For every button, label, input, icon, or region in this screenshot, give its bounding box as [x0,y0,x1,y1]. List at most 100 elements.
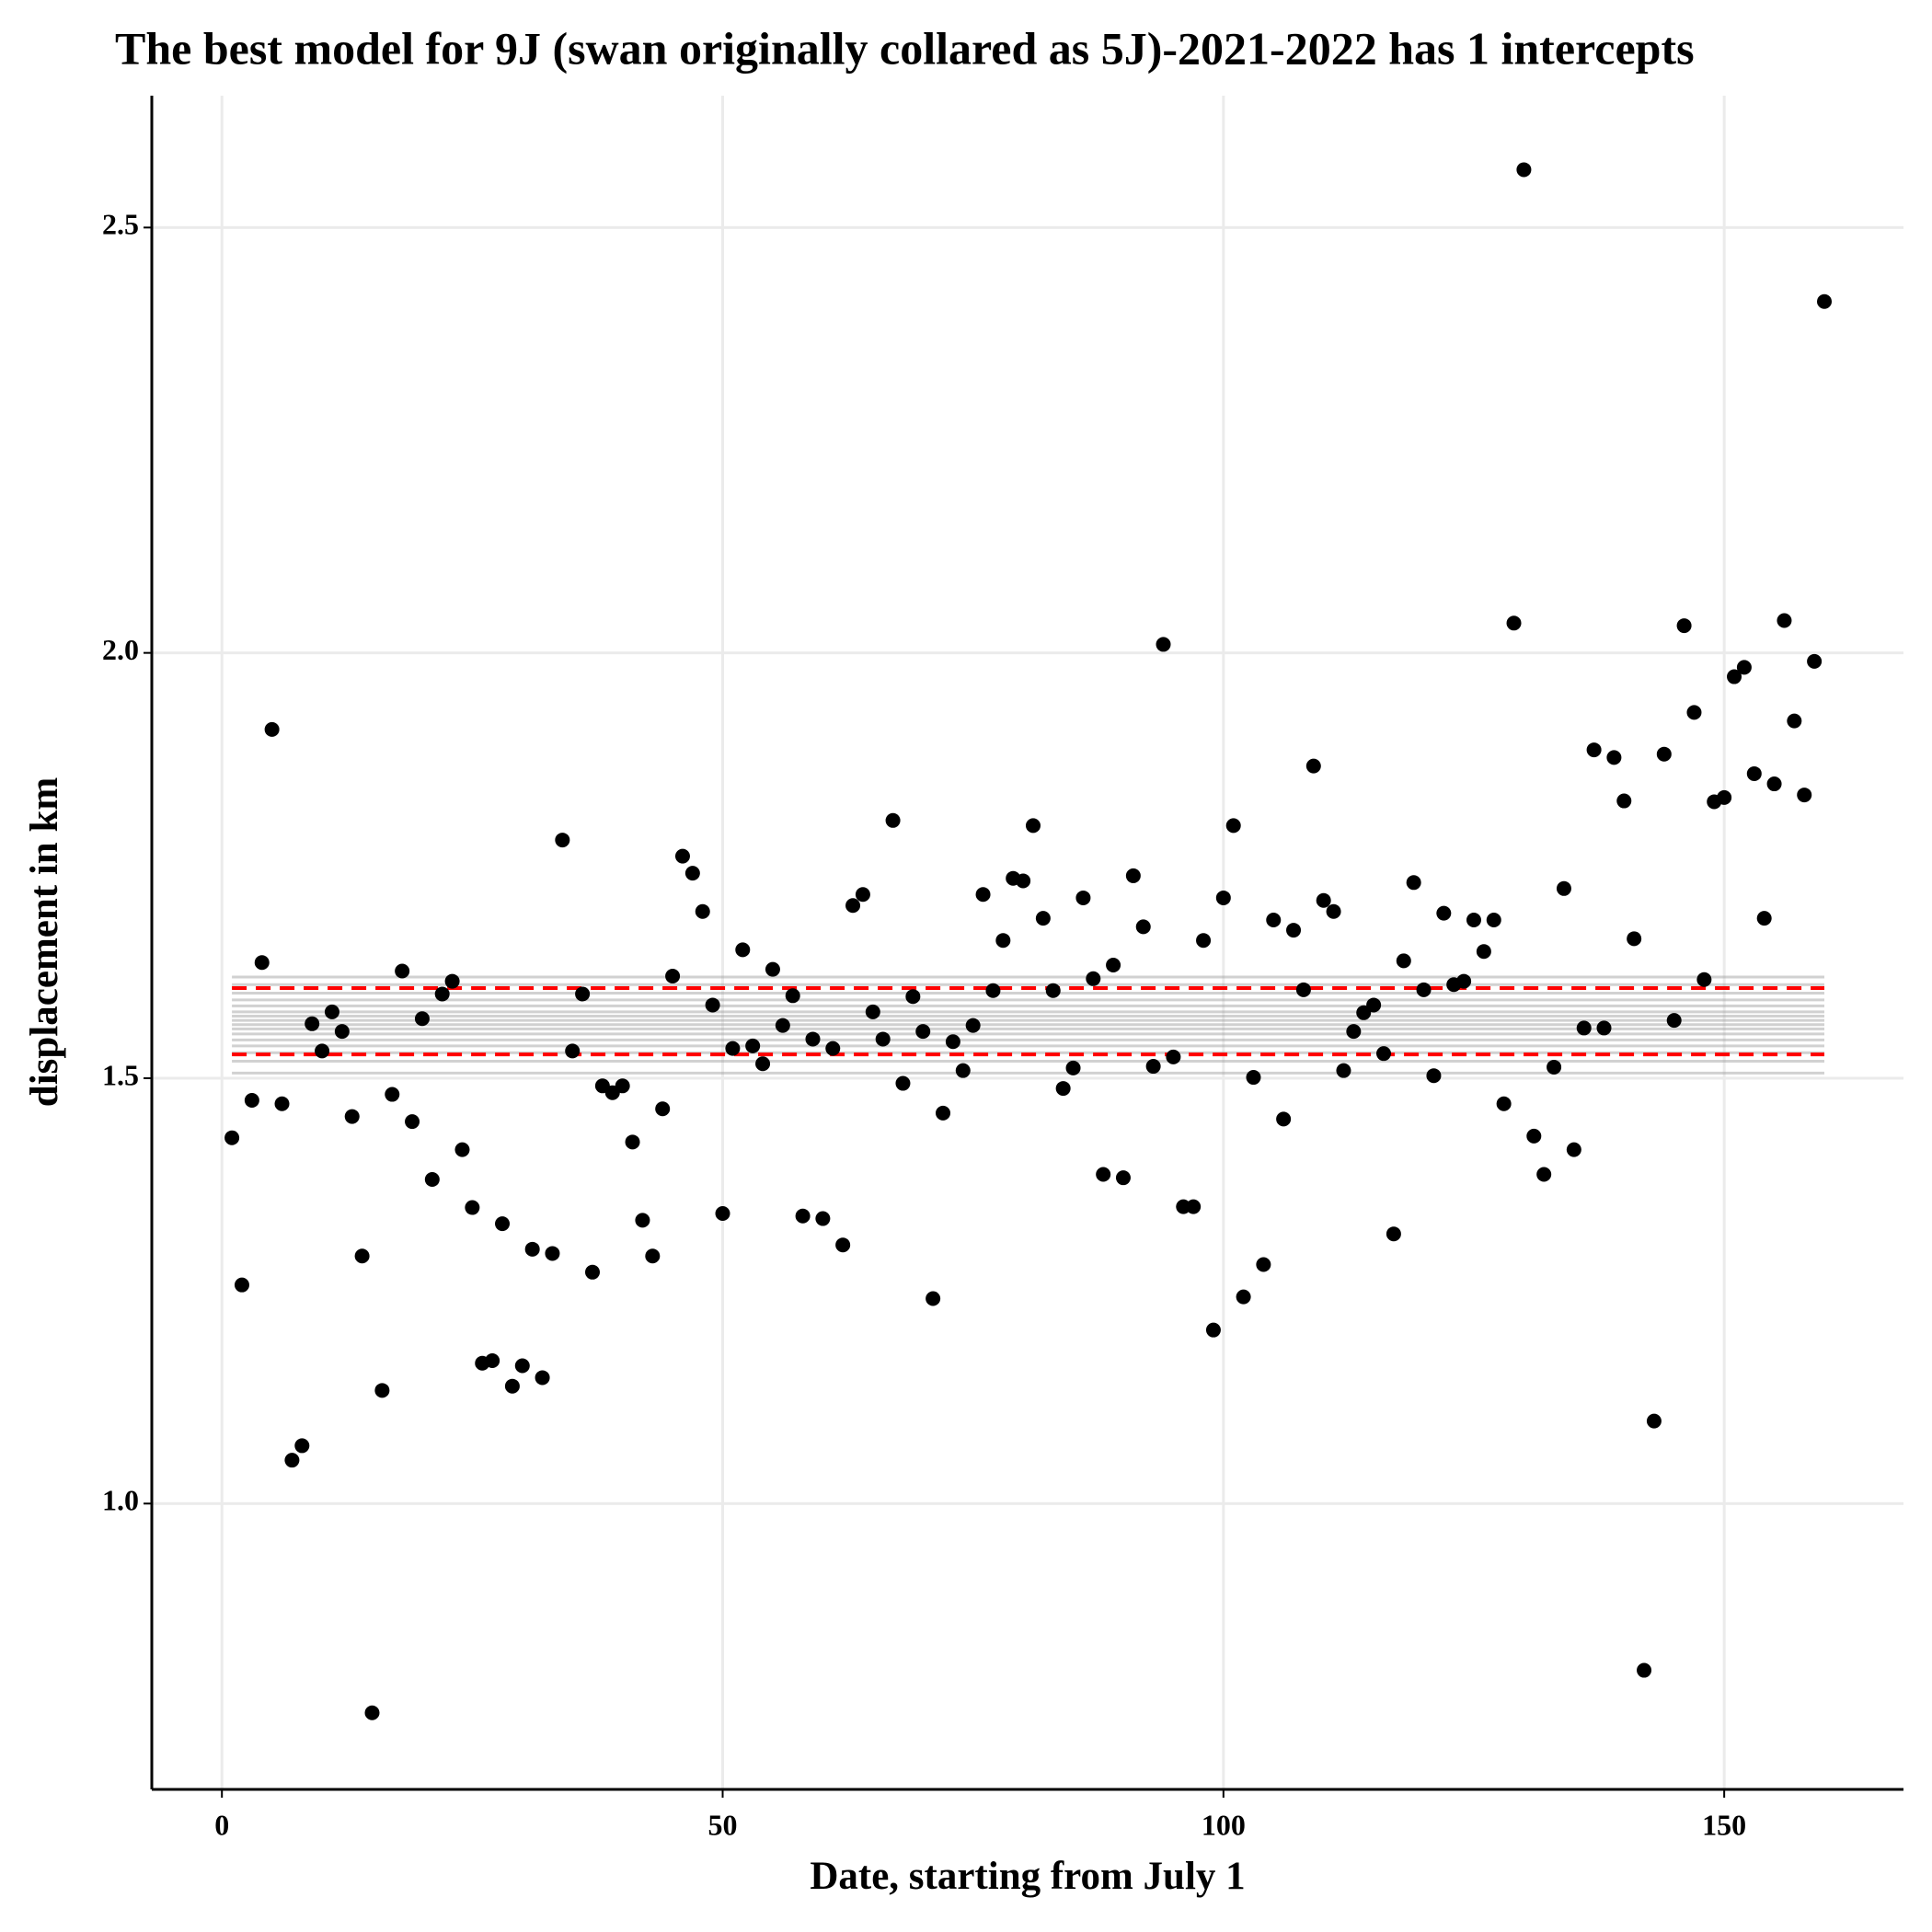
point [354,1248,370,1264]
x-tick-label: 150 [1702,1808,1746,1841]
point [465,1200,480,1215]
point [454,1142,470,1157]
point [395,963,410,979]
point [1807,653,1823,669]
point [414,1011,430,1027]
point [504,1378,520,1394]
point [535,1370,550,1386]
point [1376,1046,1392,1062]
point [234,1277,249,1293]
point [1526,1128,1542,1144]
point [1386,1226,1401,1242]
point [1016,873,1031,889]
point [1666,1013,1682,1029]
point [1516,162,1532,178]
point [674,848,690,864]
point [645,1248,661,1264]
point [625,1134,640,1150]
point [725,1041,741,1056]
point [855,887,870,903]
point [1686,705,1702,720]
x-tick-label: 50 [708,1808,738,1841]
x-tick-label: 100 [1202,1808,1246,1841]
point [1756,911,1772,926]
point [1316,892,1331,908]
point [936,1105,951,1121]
point [315,1043,330,1059]
point [1156,637,1171,652]
point [1266,912,1282,927]
point [1676,618,1692,634]
x-tick-label: 0 [214,1808,229,1841]
point [1075,890,1091,905]
point [926,1291,941,1306]
point [224,1130,240,1145]
point [545,1246,560,1261]
point [1456,973,1472,989]
point [324,1004,339,1019]
point [665,969,681,984]
point [555,833,570,848]
point [305,1016,320,1031]
point [1295,982,1311,997]
point [1346,1024,1362,1040]
point [865,1004,880,1019]
point [1696,972,1712,987]
point [485,1352,500,1368]
point [1727,669,1742,684]
point [514,1358,530,1374]
point [1466,912,1481,927]
point [444,973,460,989]
point [1616,793,1632,809]
point [1196,933,1212,949]
point [995,933,1011,949]
point [1236,1289,1251,1305]
point [575,986,591,1002]
point [1055,1081,1071,1097]
point [1637,1662,1652,1678]
point [795,1208,811,1224]
point [385,1087,400,1102]
point [1125,868,1141,883]
point [244,1093,259,1109]
point [524,1241,540,1257]
point [1115,1170,1131,1186]
point [835,1237,851,1253]
point [1547,1059,1562,1075]
point [1436,905,1452,921]
point [1276,1111,1292,1127]
point [1186,1199,1202,1214]
point [1065,1060,1081,1075]
point [805,1031,821,1047]
point [945,1034,960,1050]
point [1166,1049,1181,1064]
point [495,1216,511,1232]
point [905,989,921,1005]
point [1366,997,1382,1013]
y-tick-label: 2.0 [102,633,139,666]
point [975,887,991,903]
point [1606,750,1622,765]
point [1406,875,1421,891]
point [705,997,720,1013]
point [1506,615,1522,631]
point [845,898,861,914]
point [1646,1413,1662,1429]
point [584,1264,600,1280]
point [735,942,751,958]
point [254,955,270,971]
point [1476,944,1491,960]
point [1496,1096,1512,1111]
point [1045,983,1061,998]
point [615,1078,630,1094]
point [434,986,450,1002]
point [264,721,280,737]
point [1596,1020,1612,1036]
point [1086,971,1101,986]
point [1797,788,1812,803]
point [1246,1070,1261,1086]
point [1215,890,1231,905]
point [1035,911,1051,926]
point [655,1101,671,1117]
point [1025,818,1041,834]
